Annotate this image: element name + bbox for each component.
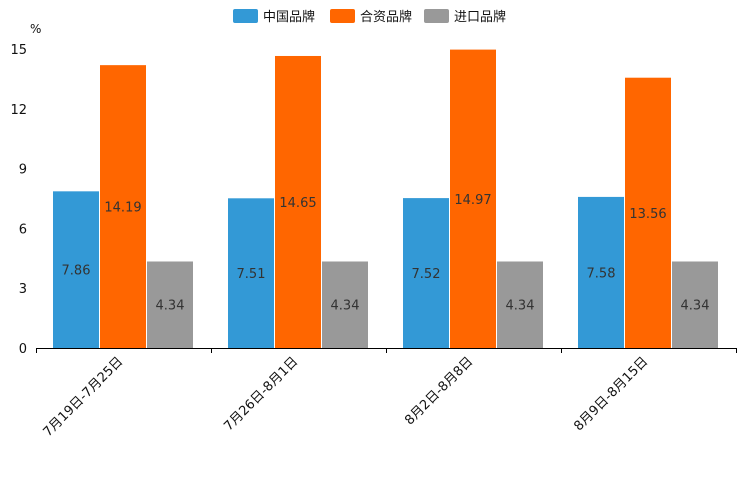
y-tick-label-5: 15: [10, 43, 27, 58]
legend-label-0[interactable]: 中国品牌: [263, 9, 315, 25]
bar-2-1: [322, 261, 368, 348]
data-label-1-0: 14.19: [104, 201, 141, 216]
data-label-2-3: 4.34: [681, 299, 710, 314]
data-label-0-3: 7.58: [587, 266, 616, 281]
y-tick-label-0: 0: [19, 342, 27, 357]
legend-swatch-0: [233, 9, 258, 23]
x-tick-label-1: 7月26日-8月1日: [221, 354, 301, 434]
bar-0-0: [53, 191, 99, 348]
y-axis: 0 3 6 9 12 15: [10, 43, 27, 357]
y-tick-label-4: 12: [10, 103, 27, 118]
data-label-1-2: 14.97: [454, 193, 491, 208]
bar-1-2: [450, 49, 496, 349]
y-tick-label-1: 3: [19, 282, 27, 297]
bar-2-0: [147, 261, 193, 348]
legend-label-2[interactable]: 进口品牌: [454, 9, 506, 25]
data-label-0-0: 7.86: [62, 264, 91, 279]
x-tick-label-2: 8月2日-8月8日: [402, 354, 476, 428]
x-tick-label-0: 7月19日-7月25日: [41, 354, 127, 440]
legend-swatch-2: [424, 9, 449, 23]
legend-swatch-1: [330, 9, 355, 23]
y-axis-unit-label: %: [30, 22, 41, 36]
bars-group: 7.86 14.19 4.34 7.51 14.65 4.34 7.52 14.97 4.34 7…: [53, 49, 718, 349]
data-label-0-1: 7.51: [237, 267, 266, 282]
data-label-2-2: 4.34: [506, 299, 535, 314]
y-tick-label-3: 9: [19, 163, 27, 178]
x-tick-label-3: 8月9日-8月15日: [571, 354, 651, 434]
bar-0-1: [228, 198, 274, 348]
legend-label-1[interactable]: 合资品牌: [360, 9, 412, 25]
data-label-2-0: 4.34: [156, 299, 185, 314]
bar-2-2: [497, 261, 543, 348]
x-axis: 7月19日-7月25日 7月26日-8月1日 8月2日-8月8日 8月9日-8月15日: [36, 348, 737, 440]
data-label-1-1: 14.65: [279, 196, 316, 211]
bar-2-3: [672, 261, 718, 348]
bar-1-3: [625, 77, 671, 348]
legend: 中国品牌 合资品牌 进口品牌: [233, 9, 506, 25]
bar-0-3: [578, 196, 624, 348]
bar-0-2: [403, 198, 449, 348]
y-tick-label-2: 6: [19, 222, 27, 237]
data-label-2-1: 4.34: [331, 299, 360, 314]
data-label-1-3: 13.56: [629, 207, 666, 222]
data-label-0-2: 7.52: [412, 267, 441, 282]
bar-1-0: [100, 65, 146, 349]
bar-1-1: [275, 55, 321, 349]
